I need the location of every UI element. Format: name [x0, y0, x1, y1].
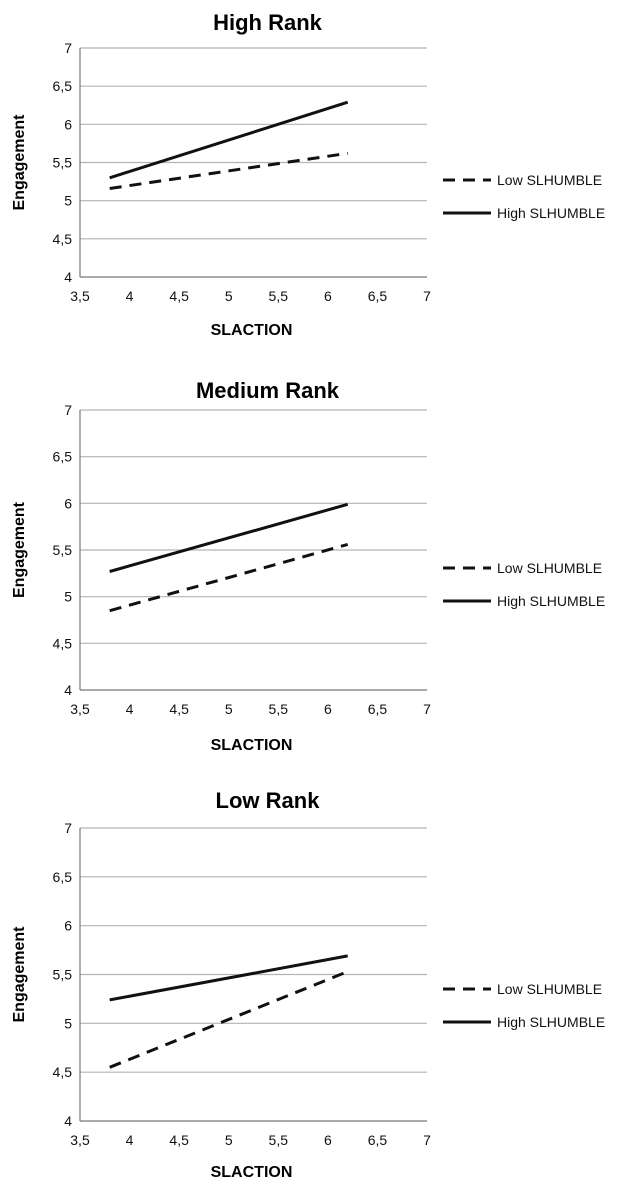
x-axis-title: SLACTION [211, 737, 293, 754]
y-tick-label: 5,5 [53, 542, 73, 558]
x-tick-label: 3,5 [70, 1132, 90, 1148]
x-tick-label: 5 [225, 288, 233, 304]
x-tick-label: 5,5 [269, 1132, 289, 1148]
chart-panel-2: 4 4,5 5 5,5 6 6,5 7 3,5 4 4,5 5 5,5 6 6,5 7 Medium Rank… [11, 378, 605, 754]
x-tick-label: 3,5 [70, 701, 90, 717]
x-tick-label: 4,5 [169, 1132, 189, 1148]
y-tick-label: 4,5 [53, 635, 73, 651]
y-tick-label: 5,5 [53, 967, 73, 983]
y-tick-label: 4 [64, 682, 72, 698]
x-tick-label: 7 [423, 288, 431, 304]
series-line-low-slhumble [109, 970, 349, 1069]
y-tick-label: 5 [64, 1015, 72, 1031]
legend-label: High SLHUMBLE [497, 1014, 605, 1030]
y-tick-label: 7 [64, 40, 72, 56]
y-tick-label: 6 [64, 116, 72, 132]
x-tick-label: 5,5 [269, 701, 289, 717]
x-tick-label: 5 [225, 701, 233, 717]
series-line-low-slhumble [109, 151, 348, 190]
x-tick-label: 4 [126, 1132, 134, 1148]
x-tick-label: 4,5 [169, 701, 189, 717]
x-tick-label: 5,5 [269, 288, 289, 304]
y-tick-label: 7 [64, 820, 72, 836]
x-tick-label: 6,5 [368, 701, 388, 717]
series-line-high-slhumble [109, 954, 348, 1002]
chart-title: Medium Rank [196, 378, 340, 403]
x-tick-label: 6 [324, 1132, 332, 1148]
legend-label: Low SLHUMBLE [497, 560, 602, 576]
x-tick-label: 6 [324, 701, 332, 717]
series-line-high-slhumble [109, 502, 349, 573]
x-axis-title: SLACTION [211, 1164, 293, 1180]
y-axis-title: Engagement [11, 501, 28, 598]
y-tick-label: 7 [64, 402, 72, 418]
y-tick-label: 4,5 [53, 1064, 73, 1080]
y-tick-label: 4 [64, 1113, 72, 1129]
series-line-high-slhumble [109, 100, 349, 180]
y-tick-label: 5 [64, 589, 72, 605]
x-tick-label: 6,5 [368, 1132, 388, 1148]
legend-label: Low SLHUMBLE [497, 981, 602, 997]
legend-label: High SLHUMBLE [497, 205, 605, 221]
legend-label: Low SLHUMBLE [497, 172, 602, 188]
x-tick-label: 4 [126, 288, 134, 304]
chart-title: Low Rank [216, 788, 321, 813]
x-tick-label: 6 [324, 288, 332, 304]
series-line-low-slhumble [109, 542, 349, 613]
legend-label: High SLHUMBLE [497, 593, 605, 609]
x-tick-label: 4 [126, 701, 134, 717]
y-tick-label: 6,5 [53, 869, 73, 885]
y-axis-title: Engagement [11, 114, 28, 211]
x-tick-label: 7 [423, 1132, 431, 1148]
y-tick-label: 6 [64, 495, 72, 511]
y-tick-label: 4,5 [53, 231, 73, 247]
y-tick-label: 4 [64, 269, 72, 285]
chart-panel-3: 4 4,5 5 5,5 6 6,5 7 3,5 4 4,5 5 5,5 6 6,5 7 Low Rank SLA… [11, 788, 605, 1180]
y-tick-label: 5,5 [53, 155, 73, 171]
chart-title: High Rank [213, 10, 323, 35]
y-tick-label: 6 [64, 918, 72, 934]
x-tick-label: 7 [423, 701, 431, 717]
x-tick-label: 4,5 [169, 288, 189, 304]
x-tick-label: 6,5 [368, 288, 388, 304]
x-tick-label: 5 [225, 1132, 233, 1148]
y-tick-label: 6,5 [53, 449, 73, 465]
y-axis-title: Engagement [11, 926, 28, 1023]
chart-panel-1: 4 4,5 5 5,5 6 6,5 7 3,5 4 4,5 5 5,5 6 6,5 7 High Rank SL… [11, 10, 605, 339]
x-tick-label: 3,5 [70, 288, 90, 304]
y-tick-label: 6,5 [53, 78, 73, 94]
y-tick-label: 5 [64, 193, 72, 209]
x-axis-title: SLACTION [211, 322, 293, 339]
